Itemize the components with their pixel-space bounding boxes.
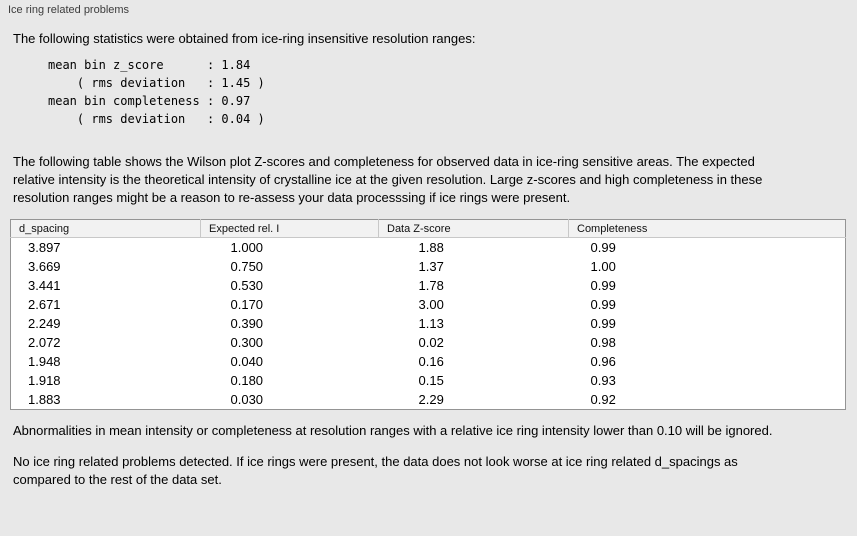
panel-content: The following statistics were obtained f…	[0, 30, 857, 489]
table-cell: 0.390	[230, 316, 264, 331]
table-cell: 0.92	[590, 392, 616, 407]
table-cell: 1.13	[418, 316, 444, 331]
table-row[interactable]: 1.883 0.030 2.29 0.92	[11, 390, 846, 410]
table-description-text: The following table shows the Wilson plo…	[13, 154, 763, 205]
table-cell: 0.02	[418, 335, 444, 350]
ice-ring-table: d_spacing Expected rel. I Data Z-score C…	[10, 219, 846, 410]
table-cell: 3.441	[28, 278, 61, 293]
column-header-d-spacing[interactable]: d_spacing	[10, 219, 201, 238]
table-cell: 2.249	[28, 316, 61, 331]
table-cell: 2.072	[28, 335, 61, 350]
table-cell: 1.918	[28, 373, 61, 388]
table-cell: 1.88	[418, 240, 444, 255]
table-cell: 1.883	[28, 392, 61, 407]
table-row[interactable]: 3.441 0.530 1.78 0.99	[11, 276, 846, 295]
table-cell: 1.00	[590, 259, 616, 274]
table-cell: 1.000	[230, 240, 264, 255]
table-row[interactable]: 1.918 0.180 0.15 0.93	[11, 371, 846, 390]
table-row[interactable]: 2.671 0.170 3.00 0.99	[11, 295, 846, 314]
table-cell: 0.99	[590, 278, 616, 293]
table-cell: 1.37	[418, 259, 444, 274]
table-body: 3.897 1.000 1.88 0.99 3.669 0.750 1.37 1.00 3.44…	[11, 238, 846, 410]
column-header-data-z-score[interactable]: Data Z-score	[378, 219, 569, 238]
table-cell: 2.671	[28, 297, 61, 312]
table-cell: 0.030	[230, 392, 264, 407]
column-header-expected-rel-i[interactable]: Expected rel. I	[200, 219, 379, 238]
table-cell: 0.99	[590, 297, 616, 312]
table-row[interactable]: 2.072 0.300 0.02 0.98	[11, 333, 846, 352]
table-cell: 3.00	[418, 297, 444, 312]
table-cell: 0.93	[590, 373, 616, 388]
table-header: d_spacing Expected rel. I Data Z-score C…	[10, 219, 846, 238]
table-cell: 0.180	[230, 373, 264, 388]
table-cell: 0.99	[590, 316, 616, 331]
table-cell: 0.300	[230, 335, 264, 350]
table-cell: 1.78	[418, 278, 444, 293]
table-row[interactable]: 1.948 0.040 0.16 0.96	[11, 352, 846, 371]
intro-text: The following statistics were obtained f…	[13, 31, 476, 46]
table-cell: 1.948	[28, 354, 61, 369]
table-cell: 3.897	[28, 240, 61, 255]
table-row[interactable]: 3.897 1.000 1.88 0.99	[11, 238, 846, 258]
table-cell: 2.29	[418, 392, 444, 407]
table-cell: 0.99	[590, 240, 616, 255]
panel-title: Ice ring related problems	[8, 4, 130, 16]
table-cell: 0.530	[230, 278, 264, 293]
table-cell: 0.750	[230, 259, 264, 274]
table-cell: 0.98	[590, 335, 616, 350]
table-cell: 0.170	[230, 297, 264, 312]
column-header-completeness[interactable]: Completeness	[568, 219, 846, 238]
conclusion-text: No ice ring related problems detected. I…	[13, 454, 738, 487]
table-cell: 3.669	[28, 259, 61, 274]
table-cell: 0.96	[590, 354, 616, 369]
abnormalities-note-text: Abnormalities in mean intensity or compl…	[13, 423, 773, 438]
table-row[interactable]: 2.249 0.390 1.13 0.99	[11, 314, 846, 333]
statistics-block: mean bin z_score : 1.84 ( rms deviation …	[48, 58, 265, 126]
table-cell: 0.040	[230, 354, 264, 369]
table-cell: 0.16	[418, 354, 444, 369]
table-row[interactable]: 3.669 0.750 1.37 1.00	[11, 257, 846, 276]
table-cell: 0.15	[418, 373, 444, 388]
